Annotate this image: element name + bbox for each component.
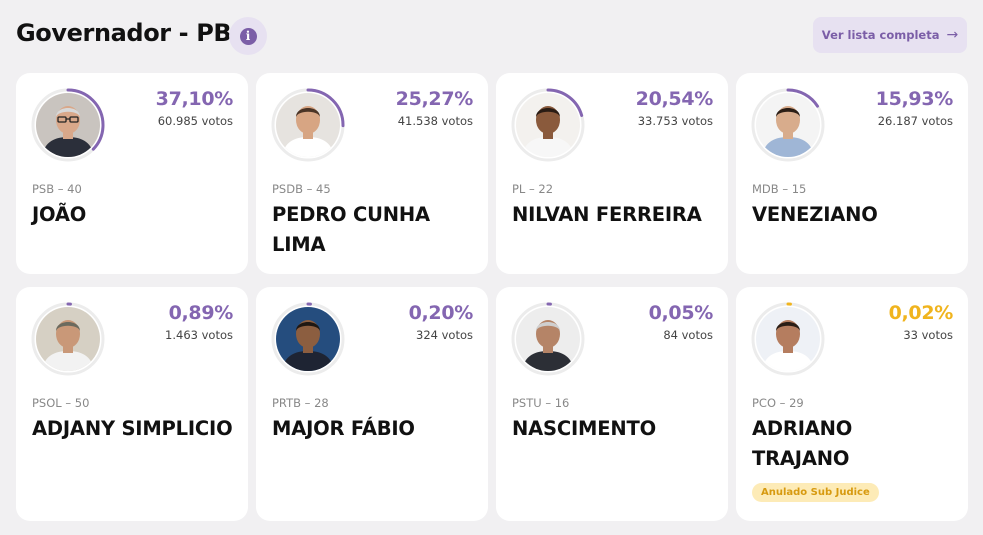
vote-share-arc <box>751 88 825 162</box>
vote-percentage: 0,89% <box>168 302 234 324</box>
vote-percentage: 0,20% <box>408 302 474 324</box>
candidate-name: MAJOR FÁBIO <box>272 417 415 440</box>
candidate-name: NASCIMENTO <box>512 417 656 440</box>
candidate-name: NILVAN FERREIRA <box>512 203 702 226</box>
vote-percentage: 20,54% <box>635 88 714 110</box>
candidate-grid: 37,10% 60.985 votos PSB – 40 JOÃO 25,27% 41.5… <box>16 73 968 521</box>
avatar <box>756 307 820 371</box>
party-number: PSOL – 50 <box>32 396 90 410</box>
candidate-card[interactable]: 20,54% 33.753 votos PL – 22 NILVAN FERREIRA <box>496 73 728 274</box>
candidate-name: ADJANY SIMPLICIO <box>32 417 233 440</box>
avatar <box>36 93 100 157</box>
vote-percentage: 0,02% <box>888 302 954 324</box>
candidate-photo-ring <box>30 301 106 377</box>
info-icon: i <box>239 27 257 45</box>
vote-percentage: 37,10% <box>155 88 234 110</box>
vote-share-arc <box>511 302 585 376</box>
candidate-photo-ring <box>510 87 586 163</box>
vote-count: 84 votos <box>663 328 713 342</box>
vote-count: 60.985 votos <box>157 114 233 128</box>
vote-percentage: 25,27% <box>395 88 474 110</box>
candidate-card[interactable]: 0,20% 324 votos PRTB – 28 MAJOR FÁBIO <box>256 287 488 521</box>
candidate-name: PEDRO CUNHA LIMA <box>272 203 430 256</box>
party-number: PSB – 40 <box>32 182 82 196</box>
candidate-card[interactable]: 37,10% 60.985 votos PSB – 40 JOÃO <box>16 73 248 274</box>
vote-count: 1.463 votos <box>165 328 233 342</box>
arrow-right-icon: → <box>946 27 959 43</box>
candidate-photo-ring <box>270 87 346 163</box>
vote-count: 324 votos <box>416 328 473 342</box>
vote-count: 33 votos <box>903 328 953 342</box>
avatar <box>516 93 580 157</box>
party-number: MDB – 15 <box>752 182 807 196</box>
vote-share-arc <box>271 302 345 376</box>
candidate-name: VENEZIANO <box>752 203 878 226</box>
vote-share-arc <box>751 302 825 376</box>
candidate-photo-ring <box>750 87 826 163</box>
vote-share-arc <box>31 302 105 376</box>
candidate-card[interactable]: 0,05% 84 votos PSTU – 16 NASCIMENTO <box>496 287 728 521</box>
candidate-photo-ring <box>510 301 586 377</box>
candidate-photo-ring <box>270 301 346 377</box>
view-full-list-button[interactable]: Ver lista completa → <box>813 17 967 53</box>
view-full-list-label: Ver lista completa <box>821 28 940 42</box>
avatar <box>516 307 580 371</box>
party-number: PSTU – 16 <box>512 396 570 410</box>
candidate-card[interactable]: 0,02% 33 votos PCO – 29 ADRIANO TRAJANO Anul… <box>736 287 968 521</box>
avatar <box>276 93 340 157</box>
candidate-card[interactable]: 0,89% 1.463 votos PSOL – 50 ADJANY SIMPLICI… <box>16 287 248 521</box>
party-number: PCO – 29 <box>752 396 804 410</box>
vote-count: 41.538 votos <box>397 114 473 128</box>
vote-share-arc <box>31 88 105 162</box>
vote-share-arc <box>511 88 585 162</box>
avatar <box>756 93 820 157</box>
vote-share-arc <box>271 88 345 162</box>
candidate-card[interactable]: 25,27% 41.538 votos PSDB – 45 PEDRO CUNHA L… <box>256 73 488 274</box>
vote-percentage: 15,93% <box>875 88 954 110</box>
avatar <box>276 307 340 371</box>
vote-count: 26.187 votos <box>877 114 953 128</box>
info-button[interactable]: i <box>229 17 267 55</box>
page-header: Governador - PB i Ver lista completa → <box>16 17 967 55</box>
candidate-card[interactable]: 15,93% 26.187 votos MDB – 15 VENEZIANO <box>736 73 968 274</box>
candidate-photo-ring <box>750 301 826 377</box>
avatar <box>36 307 100 371</box>
candidate-name: ADRIANO TRAJANO <box>752 417 853 470</box>
party-number: PSDB – 45 <box>272 182 331 196</box>
candidate-photo-ring <box>30 87 106 163</box>
candidate-name: JOÃO <box>32 203 87 226</box>
status-badge: Anulado Sub Judice <box>752 483 879 502</box>
party-number: PL – 22 <box>512 182 554 196</box>
vote-count: 33.753 votos <box>637 114 713 128</box>
party-number: PRTB – 28 <box>272 396 329 410</box>
vote-percentage: 0,05% <box>648 302 714 324</box>
page-title: Governador - PB <box>16 19 232 47</box>
